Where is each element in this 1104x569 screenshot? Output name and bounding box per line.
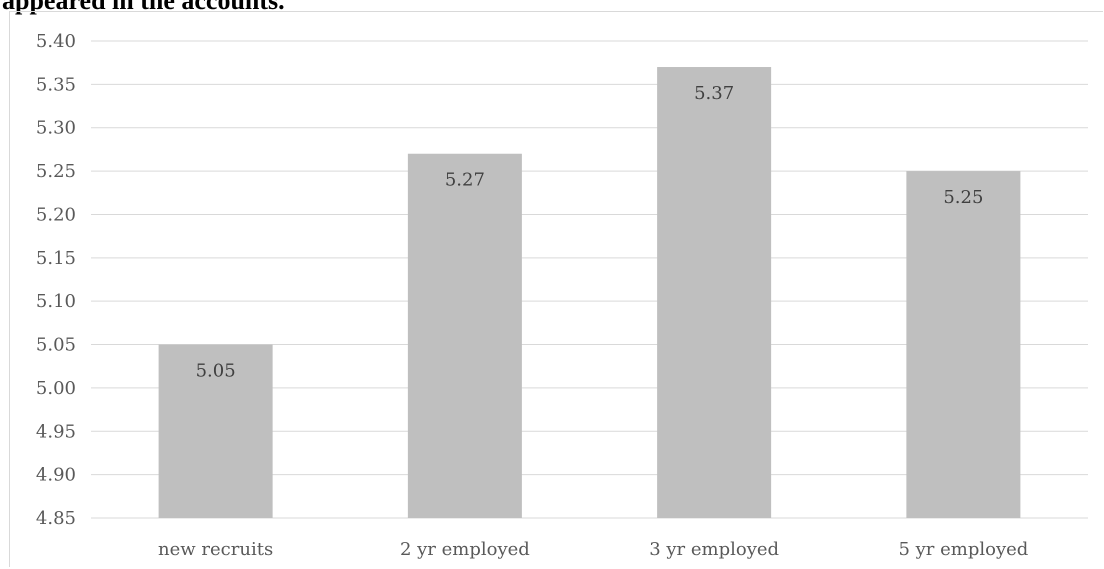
bar <box>407 153 522 518</box>
y-tick-label: 5.05 <box>36 335 76 356</box>
chart-frame <box>9 11 1103 567</box>
y-tick-label: 5.10 <box>36 291 76 312</box>
y-tick-label: 5.00 <box>36 378 76 399</box>
bar <box>158 344 273 518</box>
x-axis-tick-labels: new recruits 2 yr employed 3 yr employed 5 … <box>158 539 1028 560</box>
y-tick-label: 4.85 <box>36 508 76 529</box>
y-tick-label: 4.90 <box>36 465 76 486</box>
x-tick-label: 5 yr employed <box>898 539 1028 560</box>
bar <box>657 67 772 518</box>
x-tick-label: 2 yr employed <box>400 539 530 560</box>
data-label: 5.27 <box>445 170 485 191</box>
y-axis-tick-labels: 4.85 4.90 4.95 5.00 5.05 5.10 5.15 5.20 5.25 5.30… <box>36 31 76 529</box>
data-label: 5.25 <box>943 187 983 208</box>
data-labels: 5.05 5.27 5.37 5.25 <box>196 83 984 382</box>
y-tick-label: 5.15 <box>36 248 76 269</box>
y-tick-label: 5.35 <box>36 74 76 95</box>
y-tick-label: 4.95 <box>36 421 76 442</box>
y-tick-label: 5.20 <box>36 204 76 225</box>
y-tick-label: 5.25 <box>36 161 76 182</box>
data-label: 5.37 <box>694 83 734 104</box>
y-tick-label: 5.40 <box>36 31 76 52</box>
data-label: 5.05 <box>196 361 236 382</box>
x-tick-label: 3 yr employed <box>649 539 779 560</box>
bars <box>158 67 1021 518</box>
bar <box>906 171 1021 518</box>
y-tick-label: 5.30 <box>36 118 76 139</box>
x-tick-label: new recruits <box>158 539 273 560</box>
